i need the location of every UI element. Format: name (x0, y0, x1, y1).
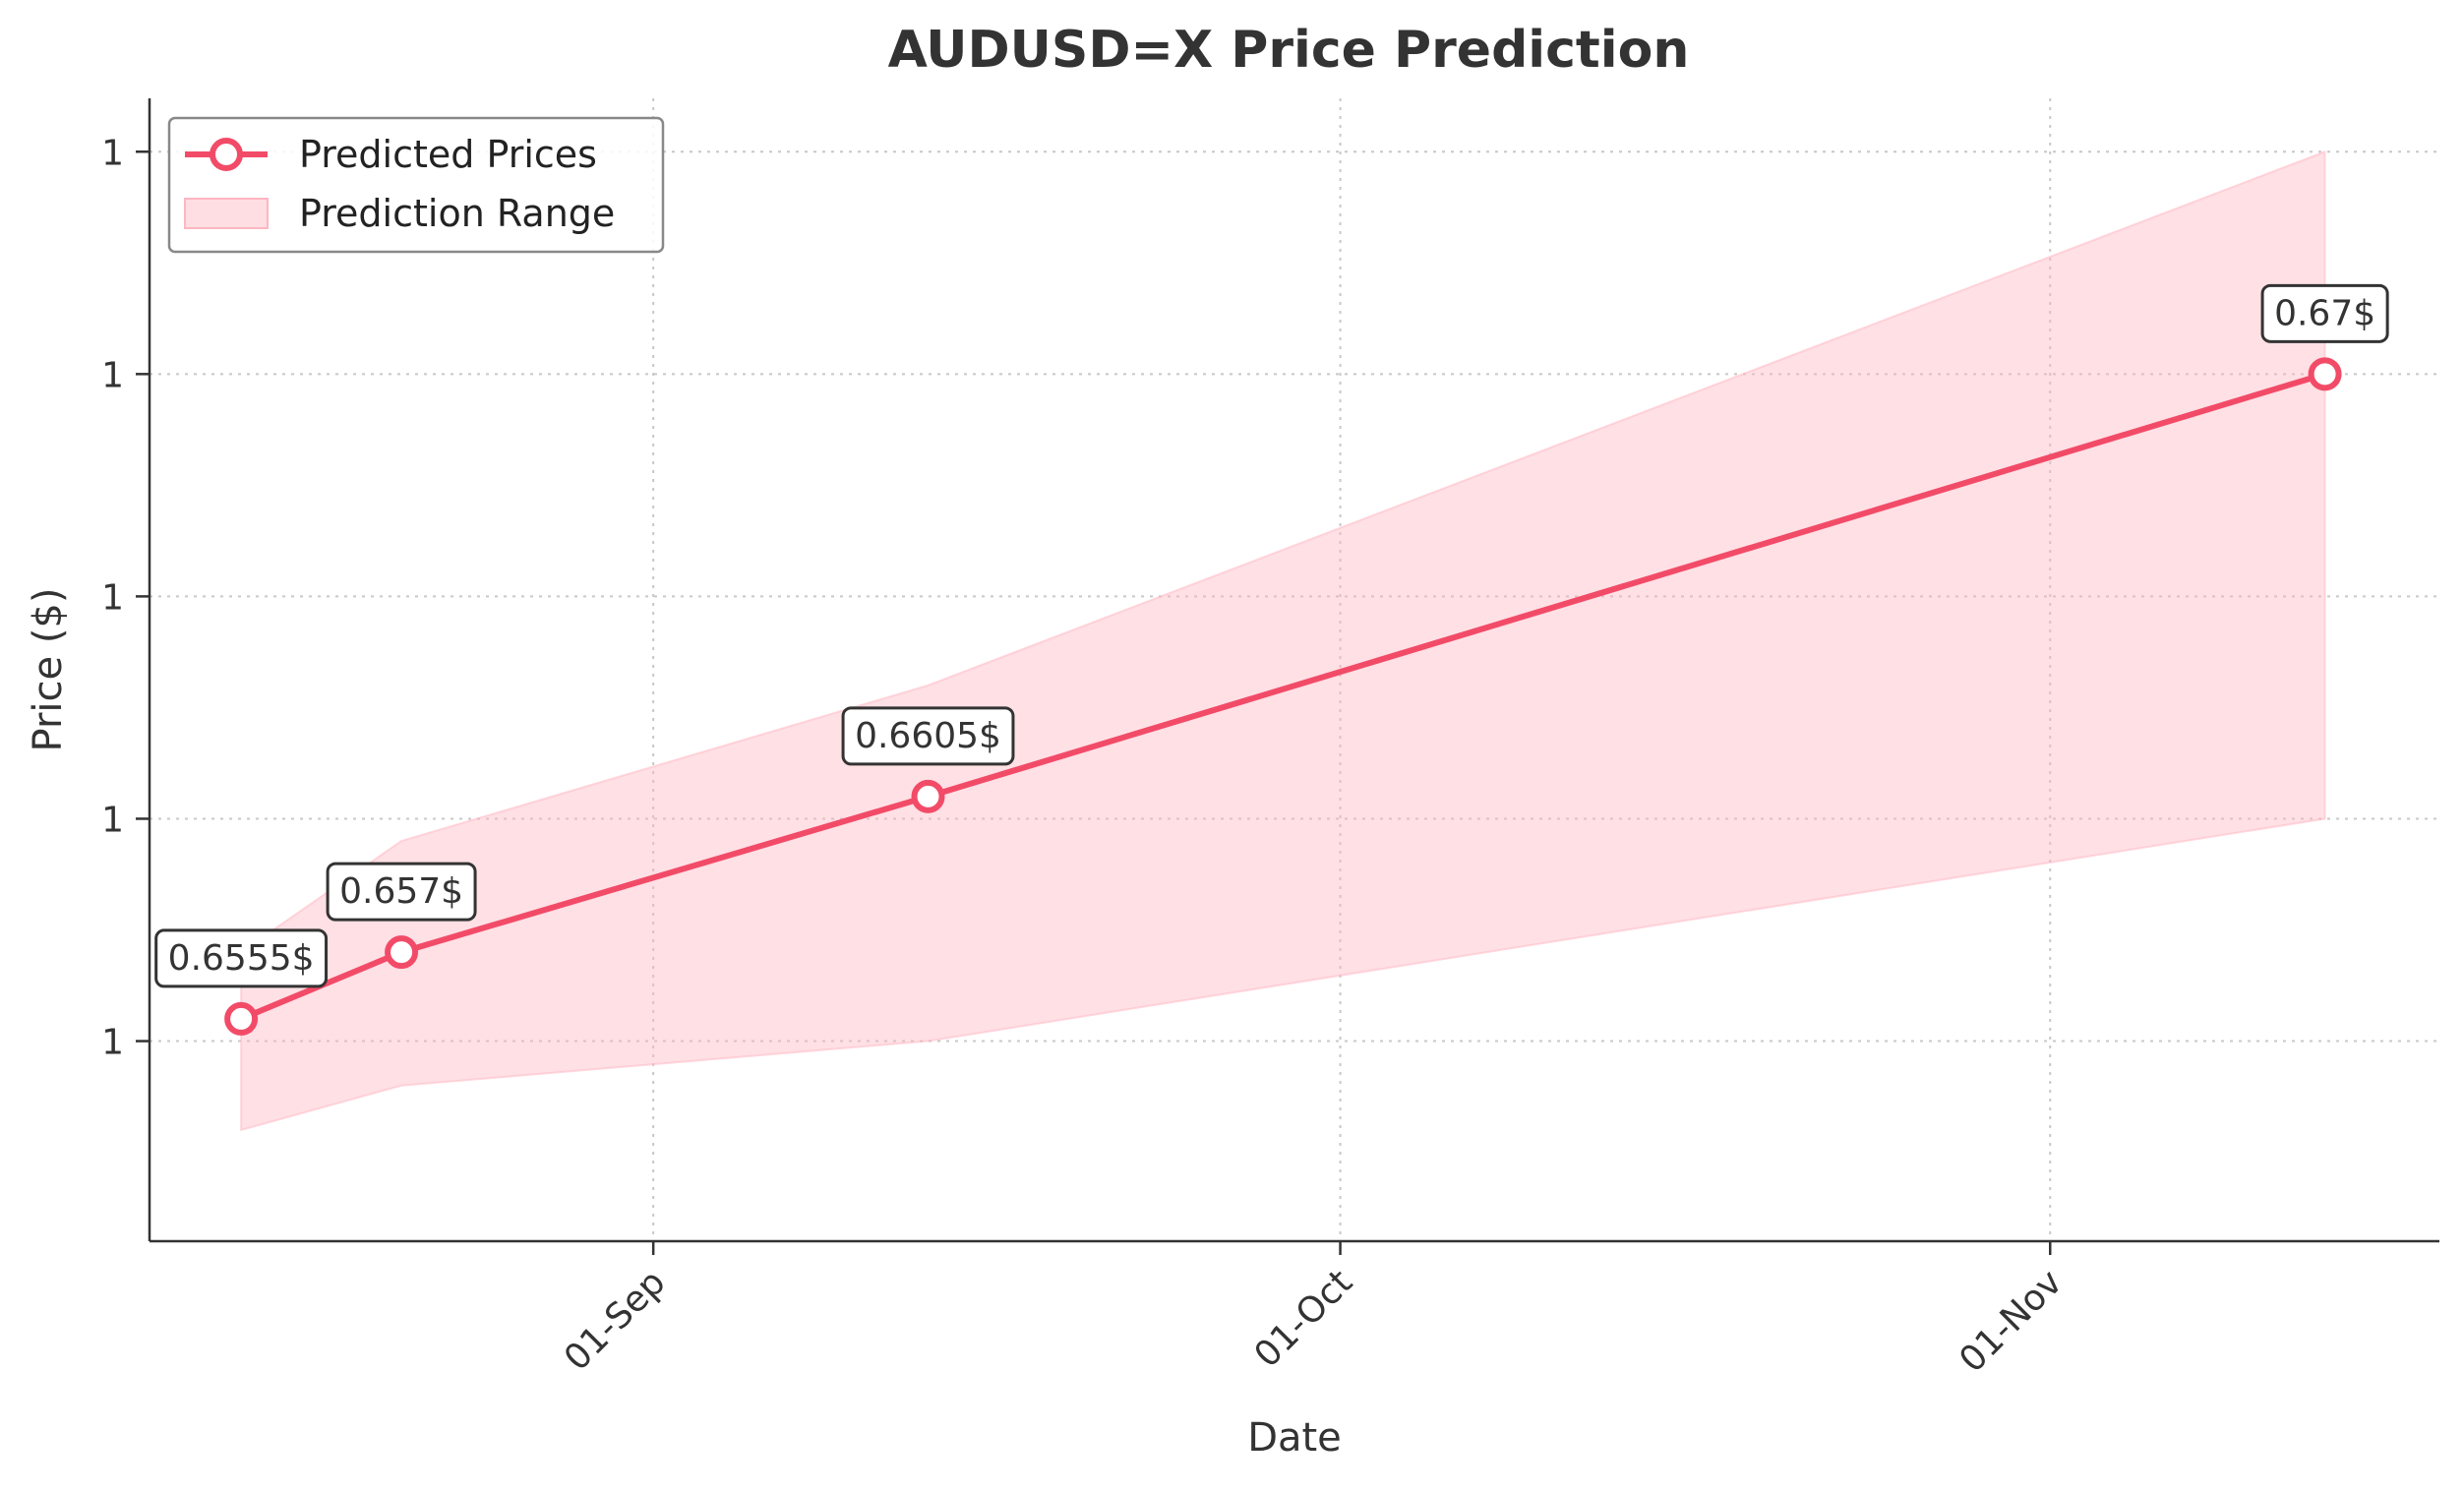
y-tick-label: 1 (101, 355, 124, 395)
legend-label-predicted: Predicted Prices (299, 133, 597, 176)
data-label: 0.67$ (2260, 283, 2389, 343)
data-label: 0.6555$ (154, 928, 329, 988)
predicted-price-point (911, 779, 945, 813)
prediction-range-band (240, 149, 2326, 1132)
predicted-price-point (224, 1001, 259, 1036)
y-tick-label: 1 (101, 1023, 124, 1063)
label-layer: 0.6555$ 0.657$ 0.6605$ 0.67$ (154, 283, 2389, 988)
y-axis-label: Price ($) (26, 588, 71, 752)
data-label-box (154, 928, 329, 988)
predicted-price-point (2308, 357, 2342, 391)
y-tick-layer: 1 1 1 1 1 (101, 133, 150, 1063)
data-label-box (2260, 283, 2389, 343)
point-layer (224, 357, 2342, 1036)
y-tick-label: 1 (101, 577, 124, 618)
legend: Predicted Prices Prediction Range (167, 116, 665, 254)
data-label-text: 0.67$ (2274, 293, 2375, 333)
data-label: 0.657$ (326, 862, 477, 922)
data-label-text: 0.6555$ (168, 938, 315, 979)
legend-marker-swatch (210, 138, 243, 171)
data-label-text: 0.6605$ (855, 716, 1001, 756)
y-tick-label: 1 (101, 800, 124, 840)
data-label-box (841, 706, 1015, 766)
legend-range-swatch (184, 198, 269, 229)
legend-label-range: Prediction Range (299, 192, 615, 235)
data-label: 0.6605$ (841, 706, 1015, 766)
predicted-price-point (385, 935, 419, 970)
y-tick-label: 1 (101, 133, 124, 173)
x-axis-label: Date (1247, 1415, 1342, 1461)
chart-title: AUDUSD=X Price Prediction (888, 21, 1690, 80)
data-label-box (326, 862, 477, 922)
range-layer (240, 149, 2326, 1132)
legend-frame (167, 116, 665, 254)
data-label-text: 0.657$ (339, 871, 463, 912)
